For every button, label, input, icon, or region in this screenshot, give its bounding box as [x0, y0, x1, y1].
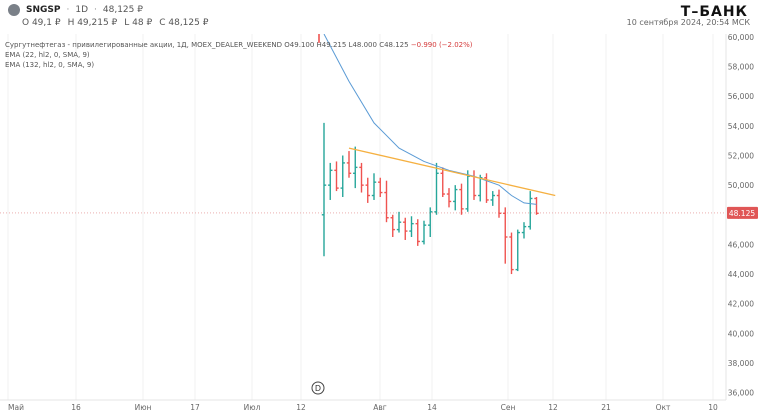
- ohlc-bar: [496, 189, 502, 218]
- ohlc-bar: [503, 207, 508, 264]
- time-tick-label: 21: [601, 403, 611, 412]
- datetime-label: 10 сентября 2024, 20:54 МСК: [626, 18, 750, 27]
- ohlc-bar: [371, 173, 377, 200]
- ohlc-bar: [509, 232, 514, 275]
- time-tick-label: Сен: [501, 403, 516, 412]
- chart-legend: Сургутнефтегаз - привилегированные акции…: [5, 40, 473, 70]
- legend-change: −0.990 (−2.02%): [410, 41, 473, 49]
- time-tick-label: 10: [708, 403, 718, 412]
- price-tick-label: 56,000: [728, 92, 754, 101]
- legend-low: L48.000: [348, 41, 377, 49]
- price-tick-label: 60,000: [728, 34, 754, 42]
- timeframe-label[interactable]: 1D: [75, 5, 89, 15]
- dividend-marker[interactable]: D: [311, 381, 325, 395]
- ohlc-bar: [409, 216, 414, 238]
- ema-legend-132[interactable]: EMA (132, hl2, 0, SMA, 9): [5, 61, 95, 69]
- price-tick-label: 52,000: [728, 152, 754, 161]
- ohlc-bar: [453, 185, 458, 211]
- close-value: C 48,125 ₽: [159, 18, 209, 28]
- ohlc-bar: [321, 122, 327, 257]
- ohlc-bar: [340, 155, 345, 197]
- chart-header: SNGSP · 1D · 48,125 ₽ O 49,1 ₽ H 49,215 …: [0, 0, 758, 34]
- ohlc-bar: [396, 211, 402, 233]
- instrument-line: Сургутнефтегаз - привилегированные акции…: [5, 40, 473, 50]
- ticker-symbol[interactable]: SNGSP: [26, 5, 61, 15]
- time-tick-label: 17: [190, 403, 200, 412]
- price-badge-bg: [727, 206, 758, 219]
- ohlc-bar: [534, 196, 539, 215]
- ohlc-bar: [328, 162, 333, 200]
- ohlc-bar: [459, 183, 464, 215]
- time-tick-label: 16: [71, 403, 81, 412]
- open-value: O 49,1 ₽: [22, 18, 61, 28]
- current-price-badge: 48.125: [727, 206, 758, 219]
- time-tick-label: 14: [427, 403, 437, 412]
- legend-high: H49.215: [316, 41, 347, 49]
- price-tick-label: 36,000: [728, 389, 754, 398]
- legend-open: O49.100: [284, 41, 315, 49]
- instrument-logo-icon: [8, 4, 20, 16]
- time-tick-label: Авг: [373, 403, 387, 412]
- ohlc-bar: [346, 151, 352, 178]
- time-tick-label: Окт: [656, 403, 671, 412]
- price-tick-label: 58,000: [728, 63, 754, 72]
- ohlc-bar: [471, 170, 477, 200]
- ohlc-bar: [353, 146, 358, 189]
- ohlc-bar: [434, 162, 439, 215]
- chart-grid: [7, 34, 714, 400]
- legend-close: C48.125: [379, 41, 409, 49]
- ohlc-bar: [384, 180, 389, 223]
- ohlc-bar: [490, 191, 495, 206]
- price-tick-label: 46,000: [728, 240, 754, 249]
- price-chart[interactable]: 60,00058,00056,00054,00052,00050,00048,0…: [0, 34, 758, 415]
- ohlc-bar: [465, 170, 470, 212]
- ohlc-bar: [446, 188, 452, 208]
- time-tick-label: Май: [8, 403, 24, 412]
- price-tick-label: 50,000: [728, 181, 754, 190]
- instrument-name: Сургутнефтегаз - привилегированные акции…: [5, 41, 283, 49]
- price-tick-label: 38,000: [728, 359, 754, 368]
- ohlc-bar: [428, 207, 433, 238]
- ohlc-bar: [365, 177, 370, 203]
- ohlc-bar: [421, 220, 427, 245]
- ohlc-bar: [390, 214, 395, 238]
- ema-line: [323, 34, 537, 205]
- price-tick-label: 54,000: [728, 122, 754, 131]
- low-value: L 48 ₽: [124, 18, 153, 28]
- ohlc-bar: [515, 229, 520, 272]
- ohlc-bar: [378, 177, 383, 197]
- brand-logo: Т–БАНК: [680, 4, 748, 20]
- time-axis[interactable]: Май 16 Июн 17 Июл 12 Авг 14 Сен 12 21 Окт 10: [0, 399, 726, 412]
- price-tick-label: 44,000: [728, 270, 754, 279]
- ohlc-bar: [403, 217, 408, 240]
- time-tick-label: 12: [296, 403, 306, 412]
- ema-legend-22[interactable]: EMA (22, hl2, 0, SMA, 9): [5, 51, 90, 59]
- ohlc-bar: [484, 173, 489, 203]
- time-tick-label: Июл: [244, 403, 261, 412]
- price-tick-label: 42,000: [728, 300, 754, 309]
- ohlc-bar: [359, 162, 364, 193]
- time-tick-label: Июн: [135, 403, 152, 412]
- ohlc-values: O 49,1 ₽ H 49,215 ₽ L 48 ₽ C 48,125 ₽: [22, 18, 208, 28]
- ohlc-bar: [521, 222, 527, 239]
- ohlc-bar: [415, 219, 420, 246]
- candle-bars: [318, 34, 539, 275]
- price-badge-label: 48.125: [729, 209, 755, 218]
- time-tick-label: 12: [548, 403, 558, 412]
- last-price: 48,125 ₽: [102, 5, 143, 15]
- ohlc-bar: [334, 161, 339, 192]
- trendline[interactable]: [348, 147, 556, 197]
- high-value: H 49,215 ₽: [67, 18, 118, 28]
- price-tick-label: 40,000: [728, 329, 754, 338]
- dividend-marker-label: D: [315, 384, 321, 393]
- ohlc-bar: [528, 191, 533, 230]
- ohlc-bar: [440, 167, 445, 197]
